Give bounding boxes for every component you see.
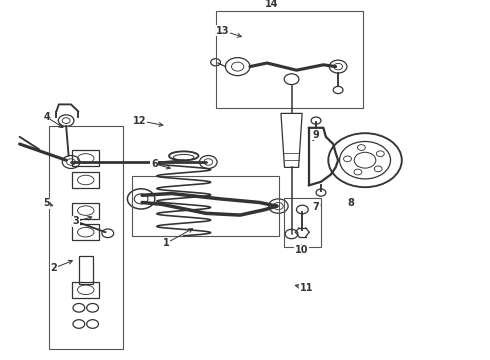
Bar xyxy=(72,172,99,188)
Text: 14: 14 xyxy=(265,0,279,9)
Text: 2: 2 xyxy=(50,263,57,273)
Bar xyxy=(72,150,99,166)
Text: 12: 12 xyxy=(133,116,147,126)
Text: 4: 4 xyxy=(43,112,50,122)
Text: 11: 11 xyxy=(299,283,313,293)
Bar xyxy=(72,224,99,240)
Text: 8: 8 xyxy=(347,198,354,208)
Text: 3: 3 xyxy=(73,216,79,226)
Bar xyxy=(72,282,99,298)
Bar xyxy=(216,11,363,108)
Bar xyxy=(79,256,93,284)
Bar xyxy=(284,198,321,247)
Bar xyxy=(132,176,279,236)
Text: 10: 10 xyxy=(294,245,308,255)
Text: 6: 6 xyxy=(151,159,158,169)
Text: 5: 5 xyxy=(43,198,50,208)
Text: 7: 7 xyxy=(313,202,319,212)
Text: 13: 13 xyxy=(216,26,230,36)
Text: 1: 1 xyxy=(163,238,170,248)
Text: 9: 9 xyxy=(313,130,319,140)
Bar xyxy=(49,126,122,349)
Bar xyxy=(72,203,99,219)
